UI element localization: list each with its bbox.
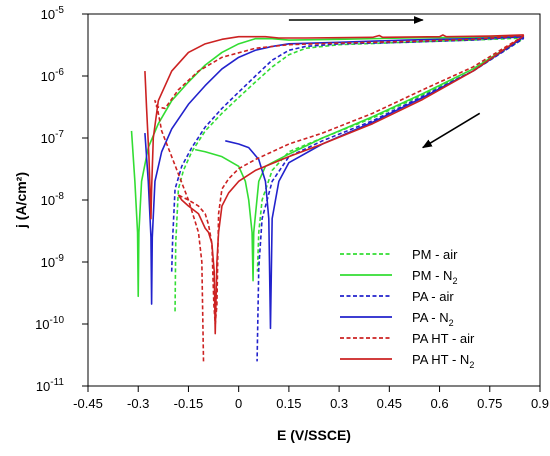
x-axis-title: E (V/SSCE) <box>277 427 351 443</box>
y-axis-ticks: 10-11 10-10 10-9 10-8 10-7 10-6 10-5 <box>35 5 88 394</box>
direction-arrows <box>288 16 481 149</box>
series-line-4 <box>154 34 525 362</box>
legend-label: PA HT - air <box>412 331 475 346</box>
y-tick-label: 10-9 <box>41 253 65 270</box>
legend: PM - air PM - N2 PA - air PA - N2 PA HT - ai… <box>340 247 475 370</box>
series-line-3 <box>144 35 525 330</box>
legend-label: PA - air <box>412 289 454 304</box>
x-tick-label: -0.15 <box>174 396 204 411</box>
x-tick-label: 0.9 <box>531 396 549 411</box>
x-tick-label: 0.6 <box>431 396 449 411</box>
y-axis-title: j (A/cm²) <box>13 172 29 229</box>
series-line-2 <box>170 35 525 362</box>
legend-label: PM - air <box>412 247 458 262</box>
x-tick-label: -0.3 <box>127 396 149 411</box>
y-tick-label: 10-11 <box>36 377 65 394</box>
y-tick-label: 10-5 <box>41 5 65 22</box>
x-tick-label: 0.15 <box>276 396 301 411</box>
x-axis-ticks: -0.45 -0.3 -0.15 0 0.15 0.3 0.45 0.6 0.75 0.9 <box>73 386 549 411</box>
x-tick-label: 0 <box>235 396 242 411</box>
y-tick-label: 10-10 <box>35 315 64 332</box>
y-tick-label: 10-6 <box>41 67 65 84</box>
x-tick-label: 0.3 <box>330 396 348 411</box>
x-tick-label: -0.45 <box>73 396 103 411</box>
x-tick-label: 0.45 <box>377 396 402 411</box>
y-tick-label: 10-8 <box>41 191 65 208</box>
legend-label: PA HT - N2 <box>412 352 474 370</box>
arrow-down-left <box>421 112 481 149</box>
legend-label: PM - N2 <box>412 268 457 286</box>
series-layer <box>130 34 525 362</box>
x-tick-label: 0.75 <box>477 396 502 411</box>
series-line-0 <box>174 37 525 312</box>
series-line-5 <box>144 34 525 335</box>
legend-label: PA - N2 <box>412 310 454 328</box>
y-tick-label: 10-7 <box>41 129 65 146</box>
